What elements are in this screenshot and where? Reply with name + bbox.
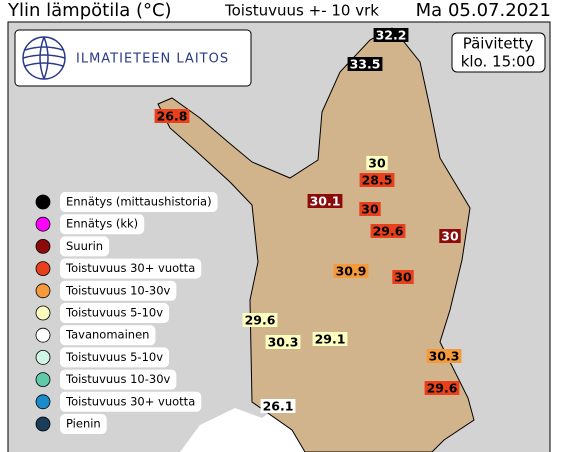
station-label-bg — [439, 229, 461, 243]
legend-label-bg — [60, 303, 170, 323]
legend-swatch — [35, 305, 51, 321]
legend-label: Suurin — [66, 239, 103, 253]
legend-label-bg — [60, 414, 107, 434]
station-value: 30 — [368, 156, 386, 171]
station-label-bg — [373, 28, 409, 42]
station-value: 29.6 — [427, 381, 458, 396]
updated-box — [451, 32, 546, 73]
logo-text: ILMATIETEEN LAITOS — [76, 52, 229, 67]
legend-swatch — [35, 238, 51, 254]
station-value: 26.8 — [157, 109, 188, 124]
logo-icon — [22, 36, 66, 80]
station-label-bg — [392, 270, 414, 284]
station-label-bg — [359, 173, 395, 187]
legend-swatch — [35, 194, 51, 210]
legend-label-bg — [60, 347, 170, 368]
station-value: 30.9 — [336, 264, 367, 279]
station-label-bg — [154, 109, 190, 123]
station-label-bg — [366, 156, 388, 170]
legend-label-bg — [60, 192, 218, 212]
station-label-bg — [424, 381, 460, 395]
legend-label-bg — [60, 236, 110, 257]
legend-swatch — [35, 416, 51, 432]
legend-label: Toistuvuus 30+ vuotta — [65, 394, 195, 408]
legend-label-bg — [60, 369, 177, 390]
lapland-region — [157, 27, 475, 452]
legend-label: Toistuvuus 5-10v — [65, 306, 163, 320]
station-value: 29.6 — [245, 313, 276, 328]
station-value: 30 — [441, 229, 459, 244]
station-label-bg — [312, 332, 348, 346]
legend-label: Ennätys (kk) — [66, 217, 138, 231]
legend-label-bg — [60, 258, 202, 279]
legend-label-bg — [60, 391, 202, 412]
station-value: 29.1 — [315, 332, 346, 347]
subtitle: Toistuvuus +- 10 vrk — [224, 2, 379, 20]
legend-label: Toistuvuus 5-10v — [65, 350, 163, 364]
station-value: 28.5 — [362, 173, 393, 188]
legend-label-bg — [60, 214, 145, 235]
legend-swatch — [35, 349, 51, 365]
legend-swatch — [35, 327, 51, 343]
updated-line: Päivitetty — [463, 35, 534, 53]
station-value: 26.1 — [263, 399, 294, 414]
station-value: 30 — [361, 202, 379, 217]
station-value: 30.3 — [268, 335, 299, 350]
updated-line: klo. 15:00 — [461, 53, 536, 71]
station-label-bg — [260, 399, 296, 413]
station-label-bg — [307, 194, 343, 208]
station-label-bg — [426, 349, 462, 363]
station-label-bg — [370, 224, 406, 238]
legend-label-bg — [60, 325, 156, 346]
legend-label: Ennätys (mittaushistoria) — [66, 195, 212, 209]
legend-label: Toistuvuus 10-30v — [65, 372, 171, 386]
legend-swatch — [35, 372, 51, 388]
legend-swatch — [35, 394, 51, 410]
legend-label-bg — [60, 280, 177, 301]
station-value: 30.1 — [310, 194, 341, 209]
station-value: 32.2 — [376, 28, 407, 43]
station-label-bg — [359, 202, 381, 216]
station-value: 29.6 — [373, 224, 404, 239]
date: Ma 05.07.2021 — [416, 0, 551, 21]
station-value: 30.3 — [429, 349, 460, 364]
station-label-bg — [347, 57, 383, 71]
station-value: 33.5 — [350, 57, 381, 72]
title: Ylin lämpötila (°C) — [7, 0, 172, 21]
legend-swatch — [35, 216, 51, 232]
legend-swatch — [35, 261, 51, 277]
legend-label: Tavanomainen — [65, 328, 149, 342]
station-value: 30 — [394, 270, 412, 285]
legend-label: Toistuvuus 30+ vuotta — [65, 261, 195, 275]
legend-swatch — [35, 283, 51, 299]
legend-label: Pienin — [66, 417, 101, 431]
legend-label: Toistuvuus 10-30v — [65, 283, 171, 297]
logo-box — [14, 29, 252, 87]
station-label-bg — [333, 264, 369, 278]
station-label-bg — [265, 335, 301, 349]
station-label-bg — [242, 313, 278, 327]
